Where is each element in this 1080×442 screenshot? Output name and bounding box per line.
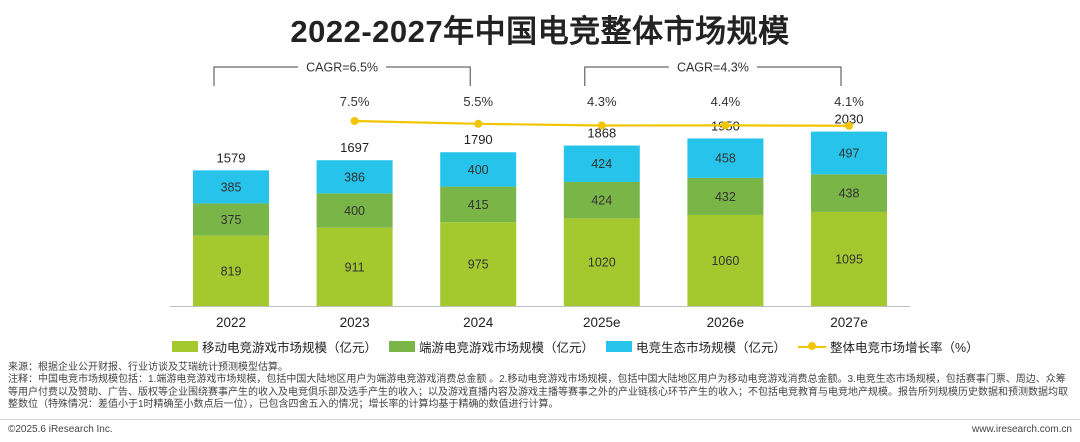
legend-item-growth: 整体电竞市场增长率（%） [798,337,979,356]
total-label: 1790 [464,132,493,147]
legend-label-pc: 端游电竞游戏市场规模（亿元） [419,341,595,355]
total-label: 1868 [587,126,616,141]
data-label-pc: 415 [468,198,489,212]
data-label-mobile: 819 [221,264,242,278]
legend-label-growth: 整体电竞市场增长率（%） [830,341,979,355]
bar-segment-pc [563,181,640,219]
growth-label: 4.1% [834,94,864,109]
data-label-mobile: 1020 [588,256,616,270]
data-label-pc: 375 [221,213,242,227]
growth-label: 4.3% [587,94,617,109]
data-label-ecosystem: 424 [591,157,612,171]
remark-note: 注释：中国电竞市场规模包括：1.端游电竞游戏市场规模，包括中国大陆地区用户为端游… [8,374,1068,411]
cagr-label: CAGR=4.3% [677,61,749,75]
website-url: www.iresearch.com.cn [971,424,1072,435]
growth-point [474,119,483,128]
data-label-pc: 432 [715,190,736,204]
data-label-pc: 424 [591,194,612,208]
data-label-ecosystem: 458 [715,152,736,166]
legend-item-ecosystem: 电竞生态市场规模（亿元） [606,337,786,356]
bar-segment-ecosystem [316,160,393,194]
cagr-bracket-left [213,66,299,86]
bar-segment-ecosystem [440,152,517,187]
bar-segment-mobile [687,214,764,306]
data-label-ecosystem: 385 [221,180,242,194]
data-label-mobile: 1095 [835,252,863,266]
legend-swatch-mobile [172,341,198,352]
legend-swatch-pc [389,341,416,352]
copyright-text: ©2025.6 iResearch Inc. [8,424,113,435]
x-tick-label: 2025e [583,315,621,330]
bar-segment-pc [687,177,764,215]
bar-segment-mobile [440,222,517,306]
total-label: 1697 [340,140,369,155]
legend-line-growth [798,341,827,352]
cagr-bracket-right [756,66,842,86]
legend-label-ecosystem: 电竞生态市场规模（亿元） [636,341,787,355]
bar-segment-pc [440,186,517,223]
cagr-bracket-right [386,66,471,86]
bar-segment-pc [193,203,269,236]
bar-segment-ecosystem [687,138,764,178]
growth-point [721,121,730,130]
x-tick-label: 2026e [707,315,745,330]
growth-label: 7.5% [340,94,370,109]
data-label-mobile: 911 [345,260,365,274]
growth-label: 4.4% [711,94,741,109]
total-label: 2030 [835,112,864,127]
growth-point [597,121,606,130]
x-tick-label: 2024 [463,315,494,330]
data-label-ecosystem: 386 [344,170,365,184]
growth-point [845,121,853,130]
growth-label: 5.5% [463,94,493,109]
bar-segment-pc [316,193,393,228]
chart-legend: 移动电竞游戏市场规模（亿元） 端游电竞游戏市场规模（亿元） 电竞生态市场规模（亿… [172,337,991,356]
chart-notes: 来源：根据企业公开财报、行业访谈及艾瑞统计预测模型估算。 注释：中国电竞市场规模… [8,362,1074,412]
growth-point [350,117,359,125]
data-label-mobile: 975 [468,258,489,272]
bar-segment-mobile [811,211,887,306]
bar-segment-ecosystem [193,170,269,204]
bar-segment-pc [811,174,887,212]
footer-divider [0,419,1080,420]
data-label-ecosystem: 497 [839,146,860,160]
stacked-bar-chart: 819 375 385 1579 2022 911 400 386 1697 2023 975 415… [170,61,910,330]
cagr-bracket-left [584,66,669,86]
data-label-pc: 438 [839,187,860,201]
x-tick-label: 2022 [216,315,246,330]
legend-item-mobile: 移动电竞游戏市场规模（亿元） [172,337,377,356]
bar-segment-ecosystem [811,131,887,175]
data-label-ecosystem: 400 [468,163,489,177]
x-tick-label: 2023 [340,315,370,330]
bar-segment-ecosystem [563,145,640,182]
x-tick-label: 2027e [830,315,868,330]
page-title: 2022-2027年中国电竞整体市场规模 [290,14,790,49]
source-note: 来源：根据企业公开财报、行业访谈及艾瑞统计预测模型估算。 [8,362,288,373]
bar-segment-mobile [193,235,269,306]
legend-item-pc: 端游电竞游戏市场规模（亿元） [389,337,594,356]
bar-segment-mobile [563,218,640,306]
data-label-pc: 400 [344,204,365,218]
data-label-mobile: 1060 [711,254,739,268]
cagr-label: CAGR=6.5% [306,61,378,75]
total-label: 1579 [217,150,246,165]
legend-swatch-ecosystem [606,341,633,352]
legend-label-mobile: 移动电竞游戏市场规模（亿元） [202,341,378,355]
bar-segment-mobile [316,227,393,306]
